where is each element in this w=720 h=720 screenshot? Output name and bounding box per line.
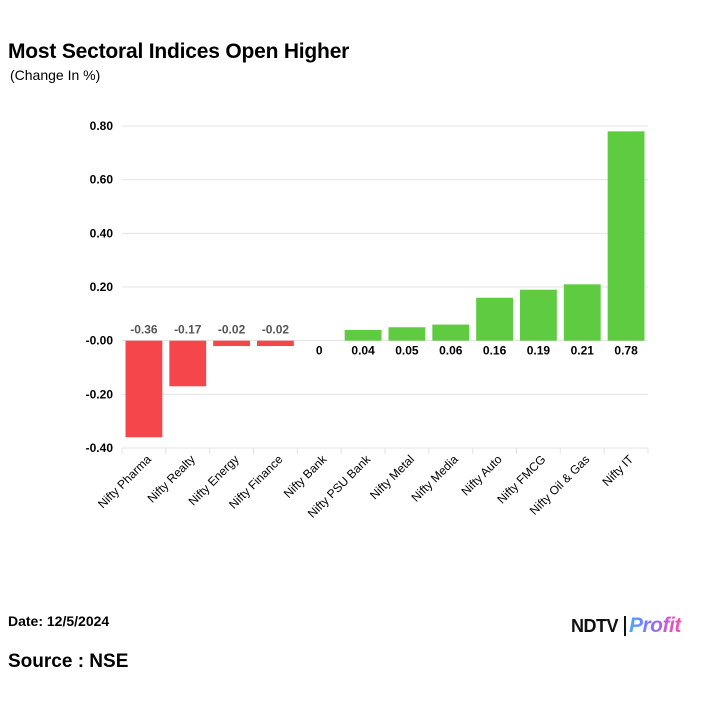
data-label: 0 (316, 344, 323, 358)
y-tick-label: 0.20 (90, 280, 114, 294)
bar (257, 340, 294, 347)
y-tick-label: 0.60 (90, 173, 114, 187)
bar (213, 340, 250, 347)
y-tick-label: -0.00 (86, 334, 114, 348)
data-label: 0.05 (395, 344, 419, 358)
chart-subtitle: (Change In %) (10, 67, 101, 83)
bar (520, 289, 557, 341)
y-tick-label: 0.40 (90, 226, 114, 240)
ndtv-profit-logo: NDTV Profit (571, 612, 681, 640)
data-label: -0.17 (174, 323, 202, 337)
data-label: -0.02 (262, 323, 290, 337)
y-tick-label: -0.20 (86, 387, 114, 401)
logo-brand: NDTV (571, 615, 619, 636)
data-label: 0.19 (527, 344, 551, 358)
bar (563, 284, 601, 341)
data-label: 0.21 (571, 344, 595, 358)
bar (607, 131, 645, 341)
logo-divider (624, 616, 626, 636)
date-label: Date: 12/5/2024 (8, 613, 110, 629)
y-tick-label: -0.40 (86, 441, 114, 455)
chart-title: Most Sectoral Indices Open Higher (8, 40, 350, 63)
x-tick-label: Nifty Pharma (95, 452, 154, 511)
data-label: -0.36 (130, 323, 158, 337)
x-tick-label: Nifty IT (599, 452, 636, 489)
data-label: 0.04 (351, 344, 375, 358)
x-tick-label: Nifty Media (409, 452, 462, 505)
data-label: 0.06 (439, 344, 463, 358)
bar (344, 329, 382, 341)
bar (169, 340, 207, 387)
bar (388, 327, 426, 341)
data-label: 0.16 (483, 344, 507, 358)
logo-product: Profit (629, 614, 681, 637)
bar-chart: 0.80 0.60 0.40 0.20 -0.00 -0.20 -0.40 -0.36 Nift… (86, 119, 649, 521)
bar (476, 297, 513, 341)
data-label: -0.02 (218, 323, 246, 337)
bar (432, 324, 470, 341)
data-label: 0.78 (614, 344, 638, 358)
y-tick-label: 0.80 (90, 119, 114, 133)
x-tick-label: Nifty Auto (458, 452, 504, 498)
source-label: Source : NSE (8, 651, 129, 672)
bar (125, 340, 163, 438)
